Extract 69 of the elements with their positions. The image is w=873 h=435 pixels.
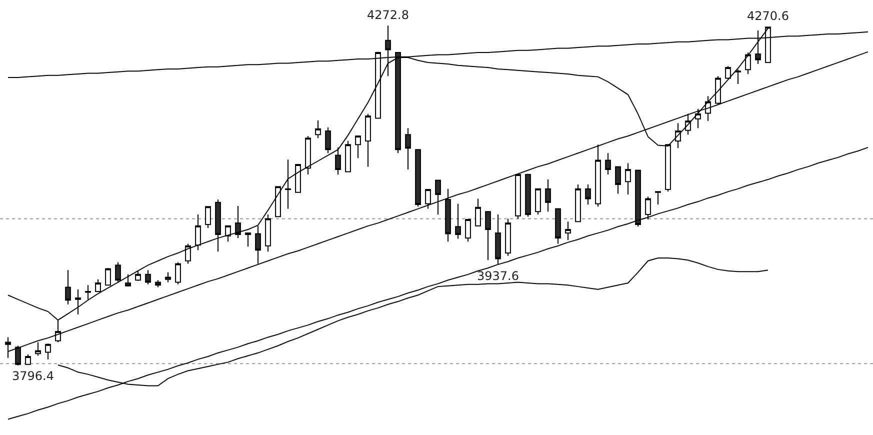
candlestick: [245, 232, 251, 248]
candlestick: [595, 144, 601, 208]
candlestick: [75, 288, 81, 315]
candlestick: [305, 136, 311, 176]
candlestick: [85, 284, 91, 300]
candlestick: [25, 354, 31, 365]
candlestick: [575, 184, 581, 222]
candlestick: [665, 144, 671, 192]
candlestick: [635, 170, 641, 228]
candlestick: [295, 164, 301, 193]
candlestick: [465, 219, 471, 242]
candlestick: [45, 343, 51, 360]
candlestick: [475, 198, 481, 226]
candlestick: [145, 270, 151, 285]
candlestick: [195, 214, 201, 251]
candlestick: [555, 208, 561, 244]
candlestick: [325, 126, 331, 154]
candlestick: [585, 184, 591, 206]
candlestick: [155, 280, 161, 288]
candlestick: [445, 188, 451, 242]
candlestick: [405, 128, 411, 170]
candlestick: [175, 262, 181, 285]
candlestick: [255, 225, 261, 264]
candlestick: [715, 76, 721, 104]
candlestick: [285, 159, 291, 210]
candlestick: [625, 162, 631, 196]
candlestick: [235, 205, 241, 239]
annotation: 4272.8: [367, 8, 409, 22]
candlestick: [695, 108, 701, 129]
candlestick: [425, 189, 431, 210]
candlestick: [485, 211, 491, 261]
candlestick: [725, 66, 731, 80]
annotation: 4270.6: [747, 9, 789, 23]
candlestick: [135, 270, 141, 282]
candlestick: [495, 214, 501, 266]
candlestick: [125, 274, 131, 286]
candlestick: [435, 180, 441, 215]
candlestick: [215, 199, 221, 252]
candlestick: [345, 140, 351, 172]
candlestick: [605, 152, 611, 176]
candlestick: [545, 179, 551, 212]
annotation: 3796.4: [12, 369, 54, 383]
candlestick: [115, 262, 121, 283]
candlestick: [745, 52, 751, 74]
candlestick: [615, 166, 621, 194]
candlestick: [65, 270, 71, 305]
candlestick: [565, 221, 571, 241]
annotation: 3937.6: [477, 269, 519, 283]
candlestick: [655, 191, 661, 206]
candlestick: [645, 196, 651, 220]
candlestick: [95, 278, 101, 292]
candlestick: [105, 268, 111, 286]
candlestick: [275, 186, 281, 218]
candlestick: [265, 214, 271, 252]
candlestick: [525, 173, 531, 218]
candlestick: [355, 136, 361, 159]
candlestick: [735, 69, 741, 84]
candlestick: [455, 203, 461, 240]
candlestick: [165, 272, 171, 283]
candlestick: [515, 173, 521, 220]
candlestick: [315, 120, 321, 139]
candlestick: [225, 225, 231, 242]
candlestick: [335, 146, 341, 176]
candlestick: [185, 243, 191, 264]
candlestick: [505, 218, 511, 256]
candlestick: [535, 188, 541, 215]
candlestick: [415, 149, 421, 208]
candlestick: [365, 113, 371, 168]
candlestick: [205, 206, 211, 229]
